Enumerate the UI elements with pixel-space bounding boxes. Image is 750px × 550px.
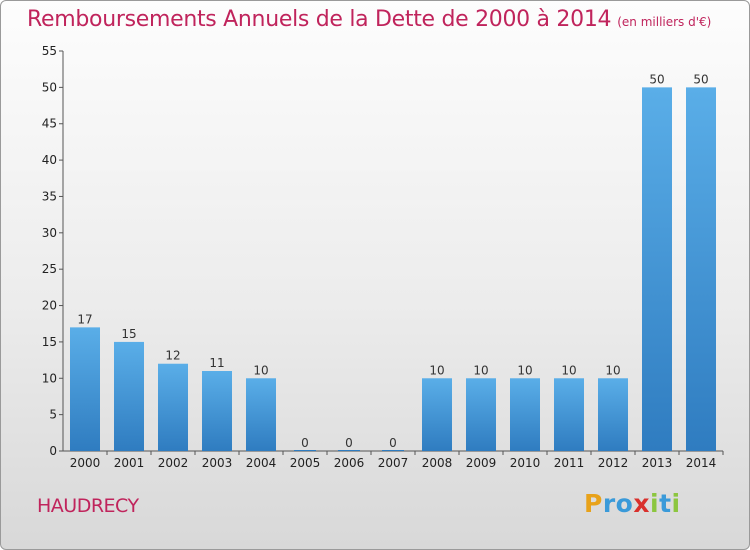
chart-subtitle: (en milliers d'€) [617,15,712,29]
data-label: 50 [693,72,708,86]
bar [158,363,188,451]
x-tick-label: 2014 [686,456,717,470]
chart-title: Remboursements Annuels de la Dette de 20… [27,7,711,32]
bar [686,87,716,451]
y-tick-label: 15 [42,335,57,349]
x-tick-label: 2001 [114,456,145,470]
x-tick-label: 2006 [334,456,365,470]
x-tick-label: 2000 [70,456,101,470]
x-tick-label: 2007 [378,456,409,470]
logo-letter: i [671,489,681,518]
data-label: 11 [209,356,224,370]
y-tick-label: 55 [42,44,57,58]
y-tick-label: 30 [42,226,57,240]
bar [114,341,144,451]
bar [510,378,540,451]
y-tick-label: 25 [42,262,57,276]
y-tick-label: 5 [49,408,57,422]
logo-letter: r [602,489,616,518]
logo-letter: i [650,489,660,518]
bar [598,378,628,451]
x-tick-label: 2009 [466,456,497,470]
y-tick-label: 35 [42,189,57,203]
data-label: 10 [605,363,620,377]
y-tick-label: 50 [42,80,57,94]
x-tick-label: 2003 [202,456,233,470]
data-label: 0 [389,436,397,450]
x-tick-label: 2004 [246,456,277,470]
bars [70,87,716,451]
logo-letter: t [659,489,672,518]
x-tick-label: 2010 [510,456,541,470]
chart-title-main: Remboursements Annuels de la Dette de 20… [27,7,612,32]
y-tick-label: 45 [42,117,57,131]
commune-name: HAUDRECY [37,495,139,517]
data-label: 0 [301,436,309,450]
x-tick-label: 2008 [422,456,453,470]
data-label: 10 [473,363,488,377]
bar [554,378,584,451]
data-label: 17 [77,312,92,326]
logo-letter: o [615,489,634,518]
data-label: 10 [253,363,268,377]
logo-letter: P [584,489,603,518]
x-tick-label: 2012 [598,456,629,470]
y-tick-label: 0 [49,444,57,458]
y-tick-label: 40 [42,153,57,167]
proxiti-logo: Proxiti [584,489,681,518]
data-label: 10 [517,363,532,377]
data-label: 50 [649,72,664,86]
data-label: 0 [345,436,353,450]
bar [246,378,276,451]
value-labels: 17 15 12 11 10 0 0 0 10 10 10 10 10 50 50 [77,72,708,450]
x-tick-label: 2005 [290,456,321,470]
y-tick-label: 10 [42,371,57,385]
data-label: 10 [561,363,576,377]
bar [642,87,672,451]
axes: 0 5 10 15 20 25 30 35 40 45 50 55 2000 2001 2002 2003 20… [42,44,724,470]
x-tick-label: 2002 [158,456,189,470]
logo-letter: x [633,489,650,518]
data-label: 10 [429,363,444,377]
x-tick-label: 2011 [554,456,585,470]
bar [202,371,232,451]
data-label: 12 [165,349,180,363]
bar [422,378,452,451]
x-tick-label: 2013 [642,456,673,470]
bar [70,327,100,451]
bar [466,378,496,451]
y-tick-label: 20 [42,299,57,313]
data-label: 15 [121,327,136,341]
